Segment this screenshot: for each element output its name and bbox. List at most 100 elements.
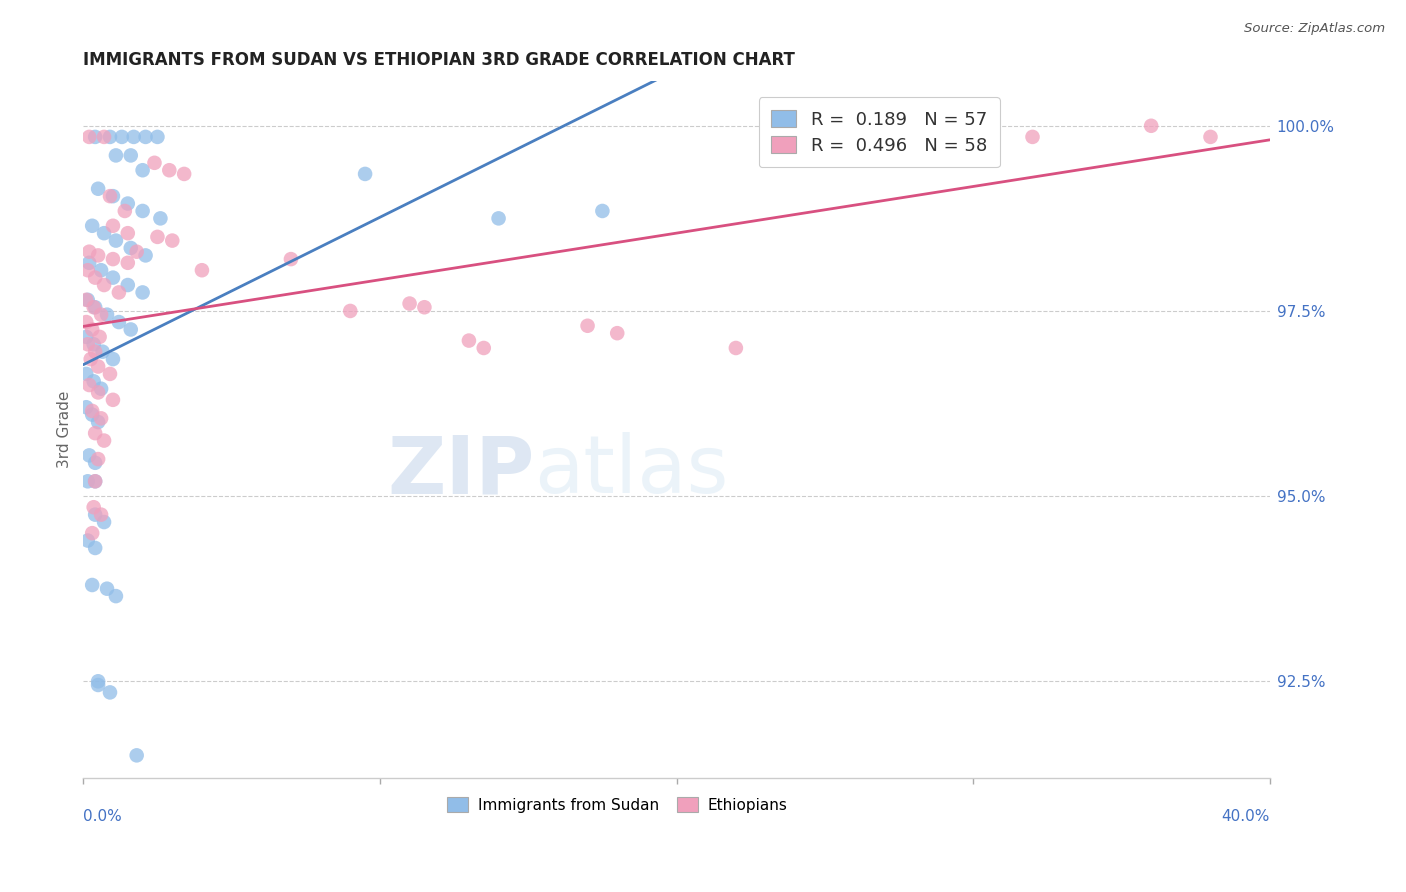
Point [87,248,110,262]
Point [84,300,107,314]
Point [87,359,110,374]
Point [104,148,127,162]
Point [83,337,105,351]
Point [591,204,613,219]
Point [120,322,142,336]
Point [125,244,148,259]
Point [903,129,925,144]
Point [84,129,107,144]
Point [120,241,142,255]
Point [131,204,153,219]
Point [157,163,180,178]
Point [131,285,153,300]
Point [724,341,747,355]
Point [120,148,142,162]
Point [82,322,104,336]
Point [87,182,110,196]
Point [117,256,139,270]
Point [76,533,98,548]
Point [87,385,110,400]
Point [90,382,112,396]
Point [149,211,172,226]
Point [90,263,112,277]
Point [576,318,599,333]
Point [98,685,121,699]
Point [101,189,124,203]
Text: 0.0%: 0.0% [83,809,122,824]
Point [280,252,302,266]
Point [135,248,157,262]
Point [785,129,807,144]
Point [108,315,131,329]
Text: atlas: atlas [534,433,728,510]
Point [101,270,124,285]
Point [90,508,112,522]
Point [108,285,131,300]
Point [146,230,169,244]
Point [472,341,495,355]
Point [398,296,420,310]
Point [93,129,115,144]
Point [80,352,103,367]
Point [87,678,110,692]
Point [101,219,124,233]
Point [93,226,115,240]
Point [83,500,105,515]
Point [1140,119,1163,133]
Point [82,219,104,233]
Point [101,392,124,407]
Point [131,163,153,178]
Point [75,315,97,329]
Point [339,304,361,318]
Point [82,578,104,592]
Point [90,411,112,425]
Point [84,426,107,441]
Point [98,129,121,144]
Point [93,278,115,293]
Point [101,352,124,367]
Point [77,256,100,270]
Point [96,582,118,596]
Point [75,330,97,344]
Point [104,589,127,603]
Point [84,456,107,470]
Point [82,404,104,418]
Point [93,515,115,529]
Point [89,330,111,344]
Text: Source: ZipAtlas.com: Source: ZipAtlas.com [1244,22,1385,36]
Point [82,526,104,541]
Point [114,204,136,219]
Point [76,293,98,307]
Point [90,308,112,322]
Point [76,337,98,351]
Point [488,211,510,226]
Point [82,408,104,422]
Point [75,293,97,307]
Point [75,367,97,381]
Point [146,129,169,144]
Point [117,278,139,293]
Point [98,189,121,203]
Point [75,401,97,415]
Point [162,234,184,248]
Point [77,378,100,392]
Point [84,475,107,489]
Point [93,434,115,448]
Point [87,415,110,429]
Point [76,475,98,489]
Point [104,234,127,248]
Point [84,270,107,285]
Point [84,508,107,522]
Legend: Immigrants from Sudan, Ethiopians: Immigrants from Sudan, Ethiopians [441,791,793,819]
Y-axis label: 3rd Grade: 3rd Grade [58,391,72,468]
Point [84,475,107,489]
Point [1199,129,1222,144]
Point [76,263,98,277]
Point [143,156,166,170]
Point [1021,129,1043,144]
Point [84,541,107,555]
Point [83,374,105,388]
Point [135,129,157,144]
Point [83,300,105,314]
Point [87,452,110,467]
